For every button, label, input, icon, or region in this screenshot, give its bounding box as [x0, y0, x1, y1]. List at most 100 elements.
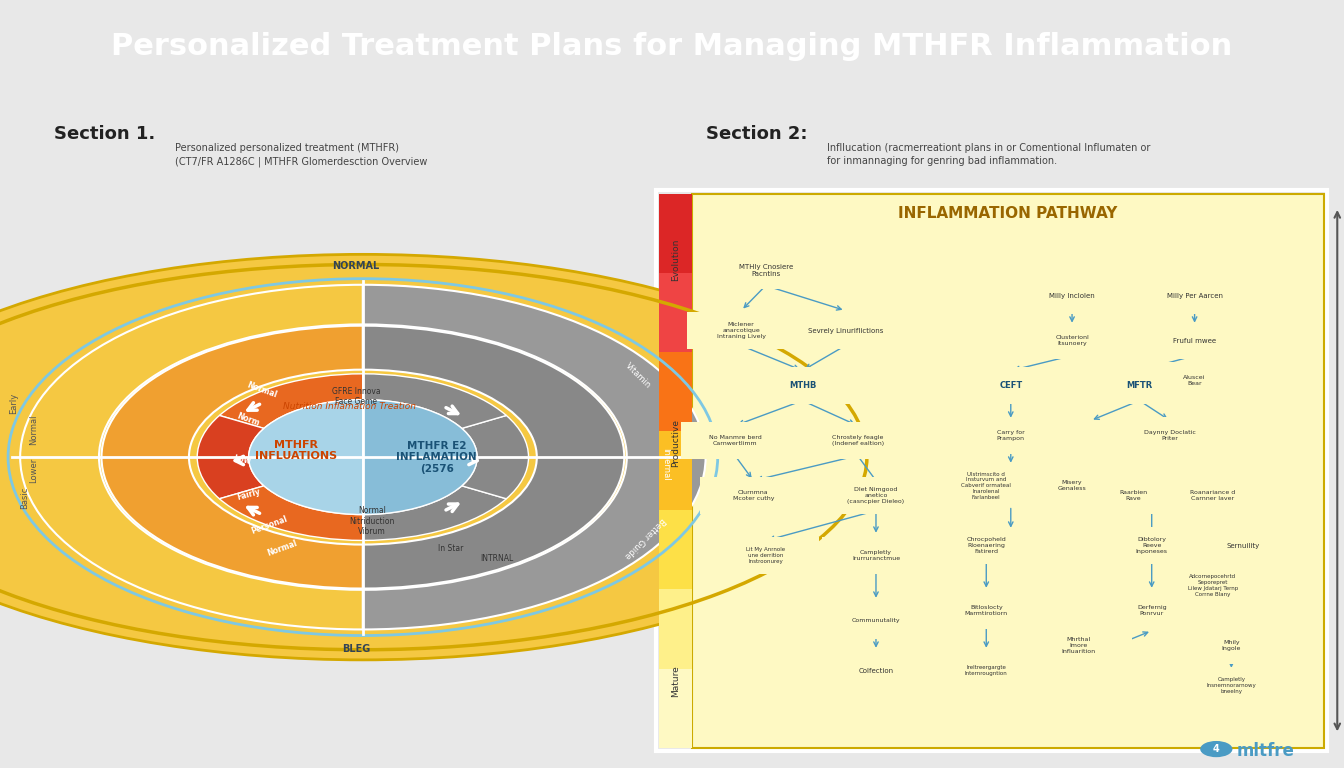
FancyBboxPatch shape [1098, 592, 1206, 629]
Text: Norm: Norm [237, 412, 261, 429]
FancyBboxPatch shape [1160, 567, 1267, 604]
Wedge shape [363, 326, 624, 588]
Text: Clusterionl
Itsunoery: Clusterionl Itsunoery [1055, 335, 1089, 346]
Text: Derfernig
Ponrvur: Derfernig Ponrvur [1137, 605, 1167, 616]
FancyBboxPatch shape [804, 422, 911, 459]
FancyBboxPatch shape [1117, 417, 1224, 454]
FancyBboxPatch shape [659, 194, 692, 273]
FancyBboxPatch shape [1177, 667, 1285, 704]
Text: Daynny Doclatic
Priter: Daynny Doclatic Priter [1144, 430, 1196, 441]
FancyBboxPatch shape [1098, 527, 1206, 564]
FancyBboxPatch shape [659, 510, 692, 589]
Text: Productive: Productive [671, 419, 680, 467]
Text: In Star: In Star [438, 544, 462, 553]
Ellipse shape [0, 254, 887, 660]
Text: Normal
Nitriduction
Vibrum: Normal Nitriduction Vibrum [349, 506, 395, 536]
Text: Normal: Normal [246, 380, 278, 399]
FancyBboxPatch shape [823, 477, 930, 515]
Text: Personalized Treatment Plans for Managing MTHFR Inflammation: Personalized Treatment Plans for Managin… [112, 31, 1232, 61]
Text: Normal: Normal [30, 415, 38, 445]
FancyBboxPatch shape [1141, 322, 1249, 359]
FancyBboxPatch shape [792, 312, 899, 349]
Text: Colfection: Colfection [859, 667, 894, 674]
FancyBboxPatch shape [1086, 367, 1193, 404]
Text: Dibtolory
Reeve
Inponeses: Dibtolory Reeve Inponeses [1136, 538, 1168, 554]
Text: Vitamin: Vitamin [624, 362, 653, 391]
Text: Evolution: Evolution [671, 239, 680, 281]
Text: Basic: Basic [20, 486, 28, 509]
FancyBboxPatch shape [749, 367, 856, 404]
Text: No Manmre berd
Carnwertlimm: No Manmre berd Carnwertlimm [708, 435, 762, 446]
FancyBboxPatch shape [957, 417, 1064, 454]
Text: Lower: Lower [30, 458, 38, 483]
Wedge shape [219, 374, 363, 429]
FancyBboxPatch shape [823, 652, 930, 689]
Text: Misery
Genaless: Misery Genaless [1058, 480, 1086, 491]
FancyBboxPatch shape [1019, 467, 1126, 505]
Circle shape [1200, 741, 1232, 757]
Text: Communutality: Communutality [852, 618, 900, 623]
FancyBboxPatch shape [700, 477, 808, 515]
FancyBboxPatch shape [692, 194, 1324, 748]
FancyBboxPatch shape [933, 527, 1040, 564]
Text: Raarbien
Rave: Raarbien Rave [1120, 490, 1148, 501]
FancyBboxPatch shape [1019, 322, 1126, 359]
Text: Early: Early [9, 392, 17, 414]
Text: 4: 4 [1212, 744, 1220, 754]
FancyBboxPatch shape [933, 467, 1040, 505]
Text: Normal: Normal [266, 539, 298, 558]
Text: Better Guide: Better Guide [622, 516, 668, 561]
Text: Roanariance d
Carnner laver: Roanariance d Carnner laver [1191, 490, 1235, 501]
Wedge shape [363, 486, 507, 541]
Text: Mhily
Ingole: Mhily Ingole [1222, 641, 1241, 651]
Text: Personalized personalized treatment (MTHFR)
(CT7/FR A1286C | MTHFR Glomerdesctio: Personalized personalized treatment (MTH… [175, 143, 427, 167]
Text: MFTR: MFTR [1126, 381, 1153, 390]
Wedge shape [363, 285, 706, 630]
Text: Dlet Nimgood
anetico
(casncpier Dieleo): Dlet Nimgood anetico (casncpier Dieleo) [848, 488, 905, 504]
Text: Nutrition Inflamation Treation: Nutrition Inflamation Treation [284, 402, 415, 411]
Text: Section 2:: Section 2: [706, 125, 808, 144]
Text: INFLAMMATION PATHWAY: INFLAMMATION PATHWAY [898, 207, 1118, 221]
Text: MTHly Cnosiere
Pacntins: MTHly Cnosiere Pacntins [739, 264, 793, 277]
FancyBboxPatch shape [659, 352, 692, 431]
FancyBboxPatch shape [659, 273, 692, 352]
Text: Fairly: Fairly [237, 487, 261, 502]
Text: MTHFR E2
INFLAMATION
(2576: MTHFR E2 INFLAMATION (2576 [396, 441, 477, 474]
FancyBboxPatch shape [1141, 362, 1249, 399]
Wedge shape [363, 399, 477, 515]
Wedge shape [219, 486, 363, 541]
FancyBboxPatch shape [712, 537, 820, 574]
Text: Internal: Internal [661, 448, 669, 480]
FancyBboxPatch shape [957, 367, 1064, 404]
Text: Bitloslocty
Marmtirotiorn: Bitloslocty Marmtirotiorn [965, 605, 1008, 616]
Text: GFRE Innova
Face Geme: GFRE Innova Face Geme [332, 386, 380, 406]
Text: MTHFR
INFLUATIONS: MTHFR INFLUATIONS [254, 439, 337, 461]
FancyBboxPatch shape [1141, 277, 1249, 314]
Text: Aluscei
Bear: Aluscei Bear [1184, 376, 1206, 386]
Text: Ulstrimscito d
Insturvum and
Cabverif ormateal
Inarolenal
Farlanbeel: Ulstrimscito d Insturvum and Cabverif or… [961, 472, 1011, 500]
Text: Milly Inclolen: Milly Inclolen [1050, 293, 1095, 299]
Text: Fruful mwee: Fruful mwee [1173, 338, 1216, 343]
FancyBboxPatch shape [1177, 627, 1285, 664]
Text: Chrostely feagle
(Indenef ealtion): Chrostely feagle (Indenef ealtion) [832, 435, 883, 446]
Text: Sernuility: Sernuility [1227, 543, 1261, 548]
Text: Infllucation (racmerreationt plans in or Comentional Influmaten or
for inmannagi: Infllucation (racmerreationt plans in or… [827, 143, 1150, 166]
FancyBboxPatch shape [823, 602, 930, 639]
Text: Mhrthal
Imore
Influarition: Mhrthal Imore Influarition [1062, 637, 1095, 654]
FancyBboxPatch shape [1079, 477, 1187, 515]
FancyBboxPatch shape [1019, 277, 1126, 314]
Wedge shape [363, 374, 507, 429]
FancyBboxPatch shape [712, 252, 820, 290]
Text: Campletly
Irurruranctmue: Campletly Irurruranctmue [852, 550, 900, 561]
Text: Sevrely Linuriflictions: Sevrely Linuriflictions [808, 328, 883, 333]
Text: Lit My Anrnole
une derrition
Instroonurey: Lit My Anrnole une derrition Instroonure… [746, 548, 785, 564]
Text: Adcornepocehrtd
Seporepret
Lilew Jdatarj Ternp
Corrne Blany: Adcornepocehrtd Seporepret Lilew Jdatarj… [1188, 574, 1238, 597]
FancyBboxPatch shape [823, 537, 930, 574]
FancyBboxPatch shape [687, 312, 794, 349]
Text: Ireltreergargte
Internrougntion: Ireltreergargte Internrougntion [965, 665, 1008, 676]
Wedge shape [249, 399, 363, 515]
Text: Mature: Mature [671, 665, 680, 697]
Text: NORMAL: NORMAL [332, 260, 380, 270]
Text: Section 1.: Section 1. [54, 125, 155, 144]
Text: Campletly
Insnemnorarnowy
bneelny: Campletly Insnemnorarnowy bneelny [1207, 677, 1257, 694]
